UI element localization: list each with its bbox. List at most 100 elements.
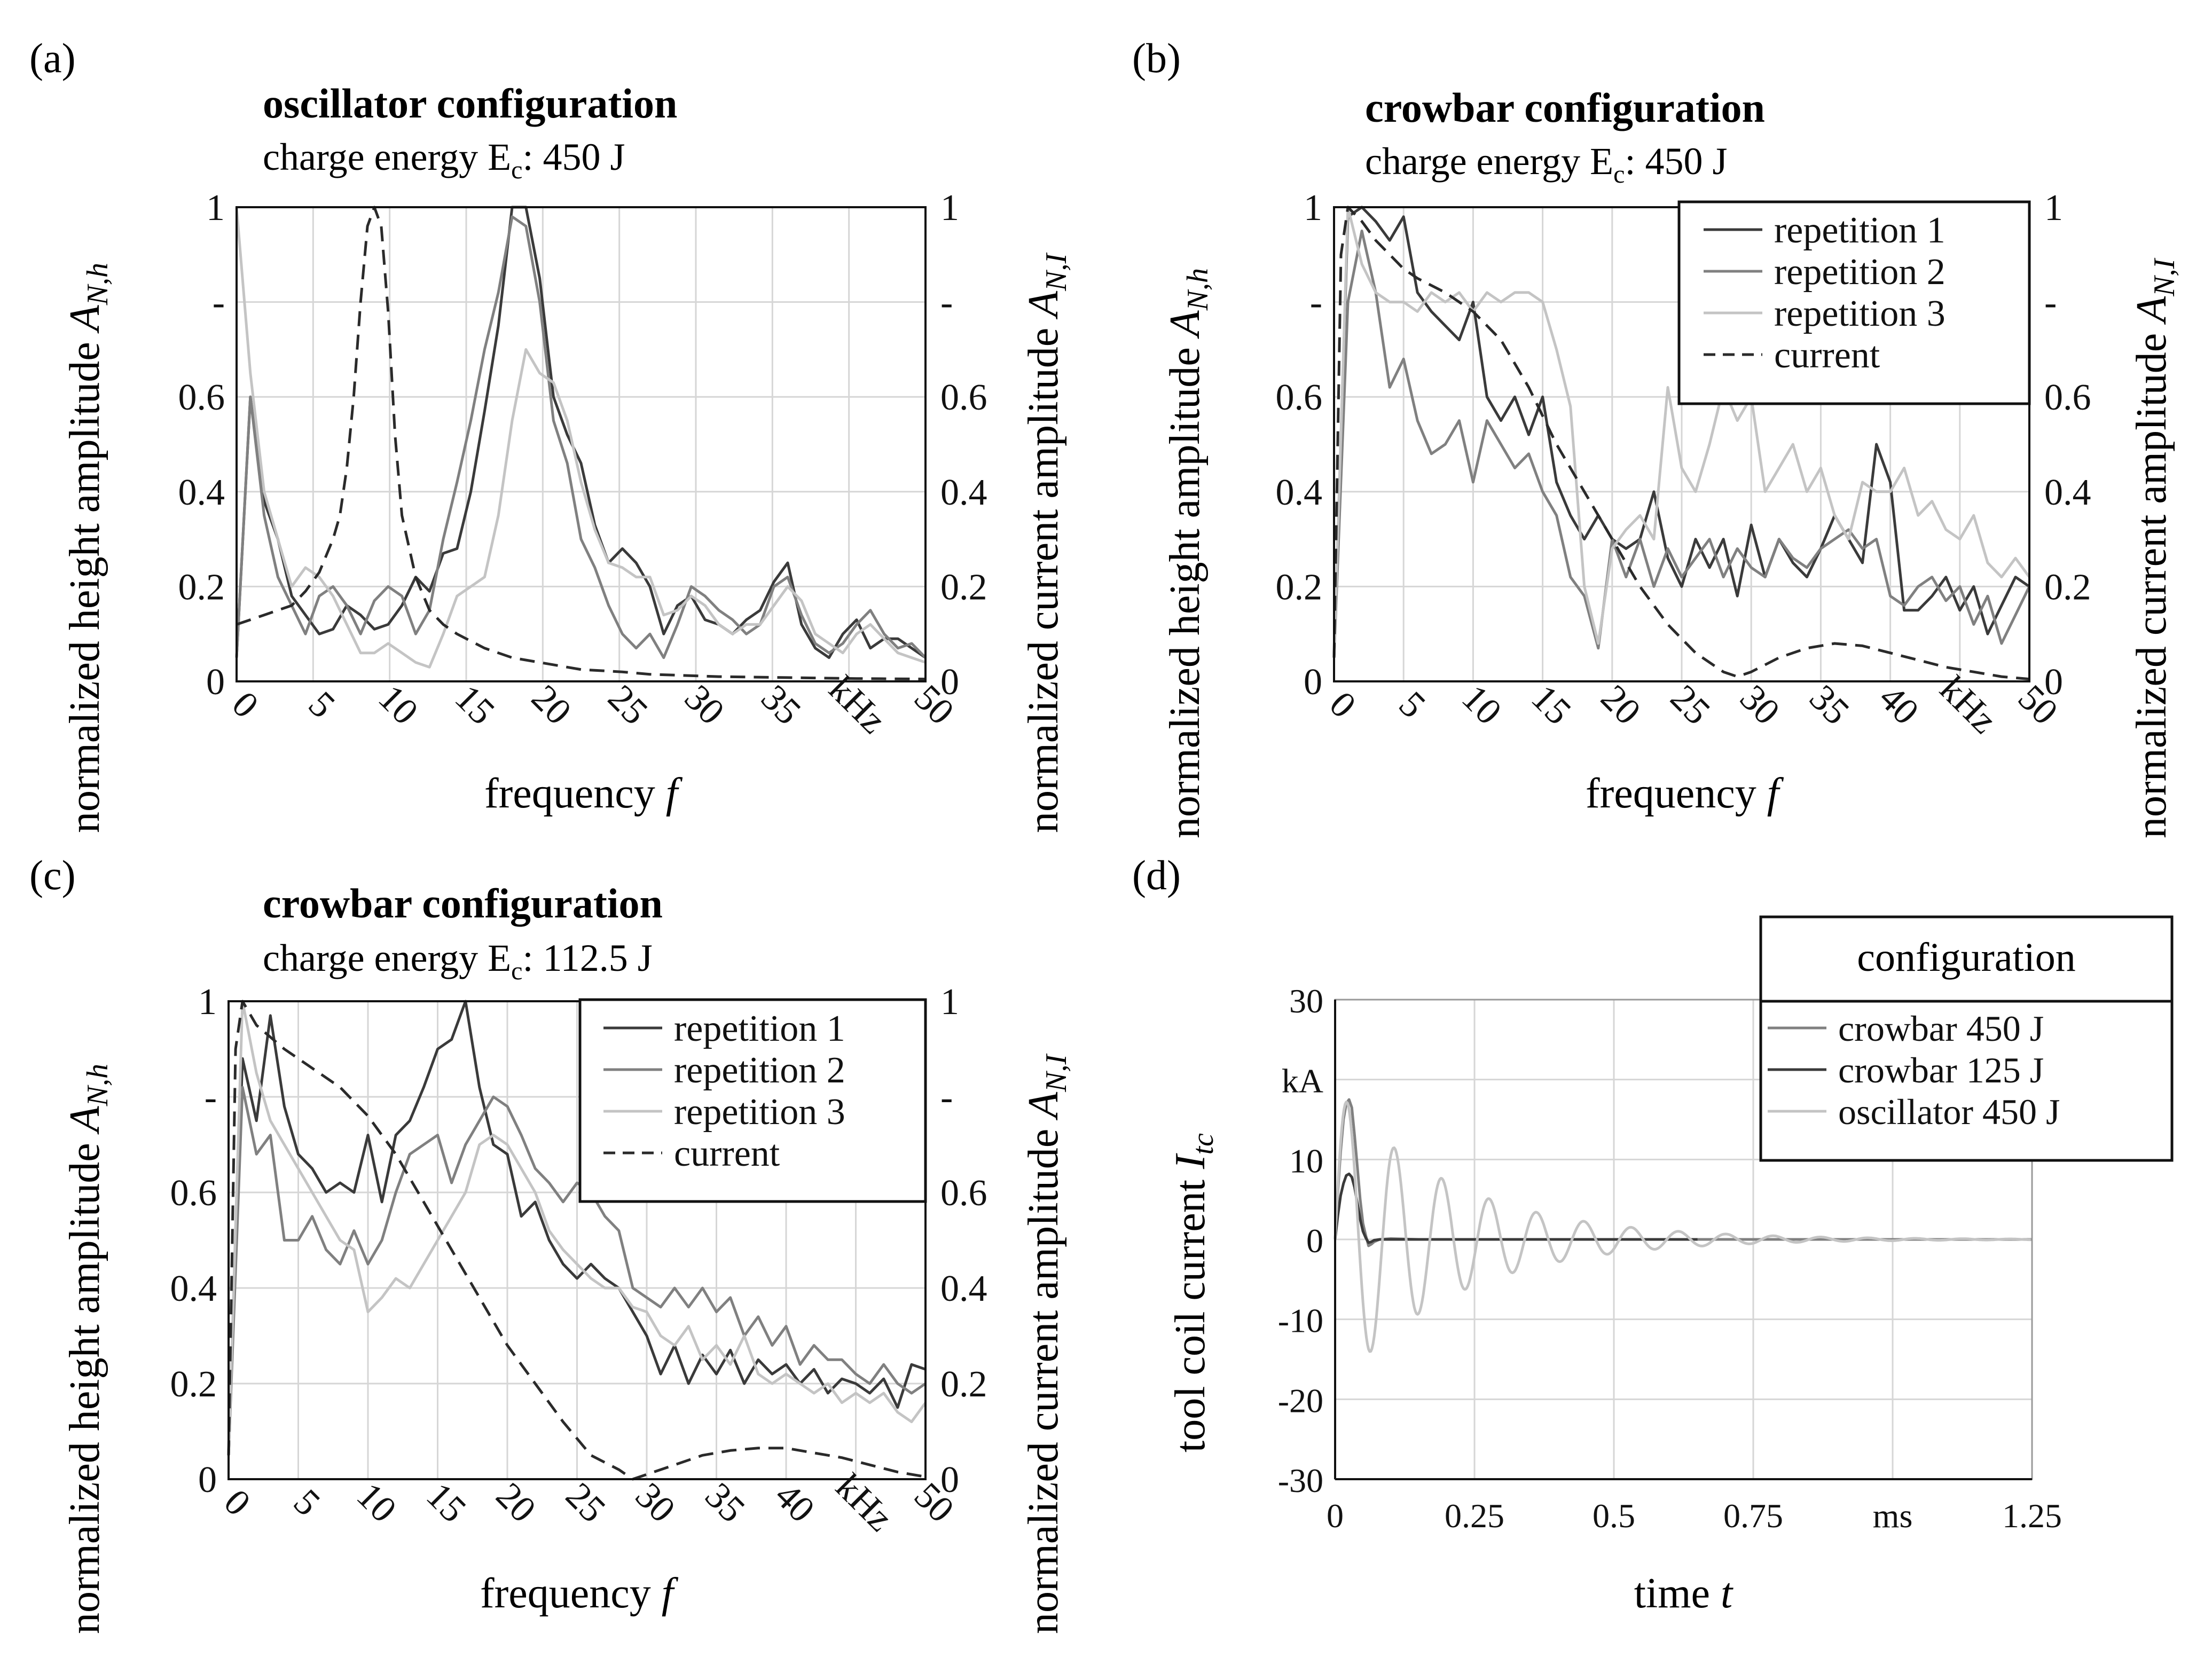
y-axis-label-right-text: normalized current amplitude AN,I	[1020, 252, 1073, 833]
y-ticks-left: 0 0.2 0.4 0.6 - 1	[178, 187, 225, 703]
y-label-text: normalized height amplitude	[1162, 347, 1209, 838]
x-tick-label: 0	[216, 1481, 258, 1524]
x-ticks: 0 5 10 15 20 25 30 35 40 kHz 50	[1321, 669, 2066, 742]
y-tick-label-right: 0.2	[940, 1364, 987, 1405]
x-axis-label-text: frequency	[1586, 770, 1756, 817]
y-axis-label-left: normalized height amplitude AN,h	[61, 263, 114, 833]
y-axis-label-left-text: normalized height amplitude AN,h	[61, 1064, 114, 1634]
panel-label: (b)	[1132, 35, 1181, 81]
x-axis-label-gap	[655, 770, 666, 817]
y-tick-label-right: 0.6	[2044, 377, 2091, 418]
y-tick-label-right: 0	[2044, 662, 2063, 703]
x-axis-label: frequency f	[484, 770, 683, 817]
plot-frame	[228, 1000, 927, 1480]
x-axis-label-symbol: f	[662, 1570, 679, 1617]
x-ticks: 0 5 10 15 20 25 30 35 kHz 50	[224, 669, 962, 742]
series-line-repetition-2	[235, 215, 927, 659]
x-tick-label: 15	[447, 677, 503, 733]
y-axis-label-left: normalized height amplitude AN,h	[1162, 268, 1214, 838]
legend-label: current	[674, 1133, 780, 1174]
x-tick-label: 35	[697, 1475, 752, 1530]
x-tick-label: 1.25	[2002, 1497, 2062, 1535]
y-axis-label-right: normalized current amplitude AN,I	[1020, 252, 1073, 833]
y-tick-label: 0.6	[178, 377, 225, 418]
x-axis-label: time t	[1634, 1570, 1733, 1617]
legend-label: repetition 3	[674, 1091, 845, 1133]
x-tick-label: 0.75	[1723, 1497, 1783, 1535]
y-tick-label-right: -	[2044, 282, 2057, 324]
y-tick-label: 10	[1289, 1142, 1323, 1180]
y-axis-label-left-text: normalized height amplitude AN,h	[61, 263, 114, 833]
y-tick-label: -20	[1278, 1381, 1323, 1419]
y-label-symbol: A	[1020, 290, 1067, 320]
series-line-repetition-1	[235, 206, 927, 659]
y-axis-label-right: normalized current amplitude AN,I	[1020, 1053, 1073, 1634]
series-layer	[227, 1000, 927, 1481]
y-tick-label-right: 0.2	[940, 567, 987, 608]
x-tick-label: 25	[558, 1475, 613, 1530]
series-line-repetition-2	[227, 1086, 927, 1456]
y-label-gap	[61, 1132, 108, 1143]
y-label-sub: N,I	[1040, 1053, 1073, 1092]
series-layer	[1334, 1098, 2032, 1353]
subtitle-sub: c	[1613, 160, 1625, 189]
legend-label: repetition 1	[674, 1008, 845, 1049]
y-label-gap	[1020, 317, 1067, 328]
y-tick-label: 0.2	[178, 567, 225, 608]
y-axis-label-left-text: normalized height amplitude AN,h	[1162, 268, 1214, 838]
y-tick-label-right: 0.2	[2044, 567, 2091, 608]
y-tick-label: 0	[1304, 662, 1322, 703]
x-axis-label-symbol: t	[1721, 1570, 1733, 1617]
legend-label: crowbar 125 J	[1838, 1050, 2044, 1090]
subtitle-sub: c	[511, 957, 522, 985]
y-label-text: normalized height amplitude	[61, 342, 108, 833]
legend-title: configuration	[1857, 935, 2075, 980]
y-tick-label: 1	[198, 981, 217, 1023]
chart-subtitle: charge energy Ec: 450 J	[263, 136, 625, 184]
series-layer	[1332, 206, 2031, 681]
x-axis-label-gap	[651, 1570, 662, 1617]
y-label-sub: N,h	[81, 1064, 114, 1106]
x-tick-label: 40	[1871, 677, 1927, 733]
y-tick-label: -30	[1278, 1462, 1323, 1499]
panel-label: (c)	[29, 852, 76, 898]
subtitle-suffix: : 112.5 J	[522, 937, 652, 979]
legend-label: repetition 2	[674, 1050, 845, 1091]
x-tick-label: 0.5	[1593, 1497, 1635, 1535]
y-tick-label: -	[1310, 282, 1322, 324]
series-line-repetition-2	[1332, 229, 2031, 658]
y-label-text: normalized height amplitude	[61, 1143, 108, 1634]
y-tick-label-right: 0.6	[940, 377, 987, 418]
y-tick-label: 0.4	[1276, 472, 1323, 513]
y-tick-label-right: 0.4	[2044, 472, 2091, 513]
chart-subtitle: charge energy Ec: 450 J	[1365, 140, 1727, 189]
x-tick-label: 30	[677, 677, 732, 733]
y-label-text: normalized current amplitude	[2128, 333, 2175, 838]
chart-title: oscillator configuration	[263, 80, 677, 127]
x-tick-label: 10	[371, 677, 426, 733]
y-label-sub: N,I	[1040, 252, 1073, 291]
series-line-repetition-1	[227, 1000, 926, 1456]
panel-label: (d)	[1132, 852, 1181, 898]
subtitle-prefix: charge energy E	[263, 136, 511, 178]
y-label-symbol: A	[1020, 1091, 1067, 1121]
y-tick-label: 0.6	[170, 1173, 217, 1214]
x-tick-label: 15	[418, 1475, 474, 1530]
y-tick-label-right: 0.6	[940, 1173, 987, 1214]
y-label-symbol: A	[61, 304, 108, 334]
y-ticks-left: -30 -20 -10 0 10 kA 30	[1278, 982, 1323, 1499]
x-tick-label: 25	[1662, 677, 1718, 733]
y-tick-label-right: 0.4	[940, 472, 987, 513]
series-layer	[235, 206, 927, 681]
x-tick-label: 0.25	[1445, 1497, 1504, 1535]
y-tick-label: 30	[1289, 982, 1323, 1020]
x-tick-label: 30	[627, 1475, 683, 1530]
x-ticks: 0 5 10 15 20 25 30 35 40 kHz 50	[216, 1466, 962, 1540]
y-axis-label-left: normalized height amplitude AN,h	[61, 1064, 114, 1634]
x-axis-label-text: frequency	[480, 1570, 651, 1617]
series-line-repetition-3	[1332, 206, 2031, 658]
